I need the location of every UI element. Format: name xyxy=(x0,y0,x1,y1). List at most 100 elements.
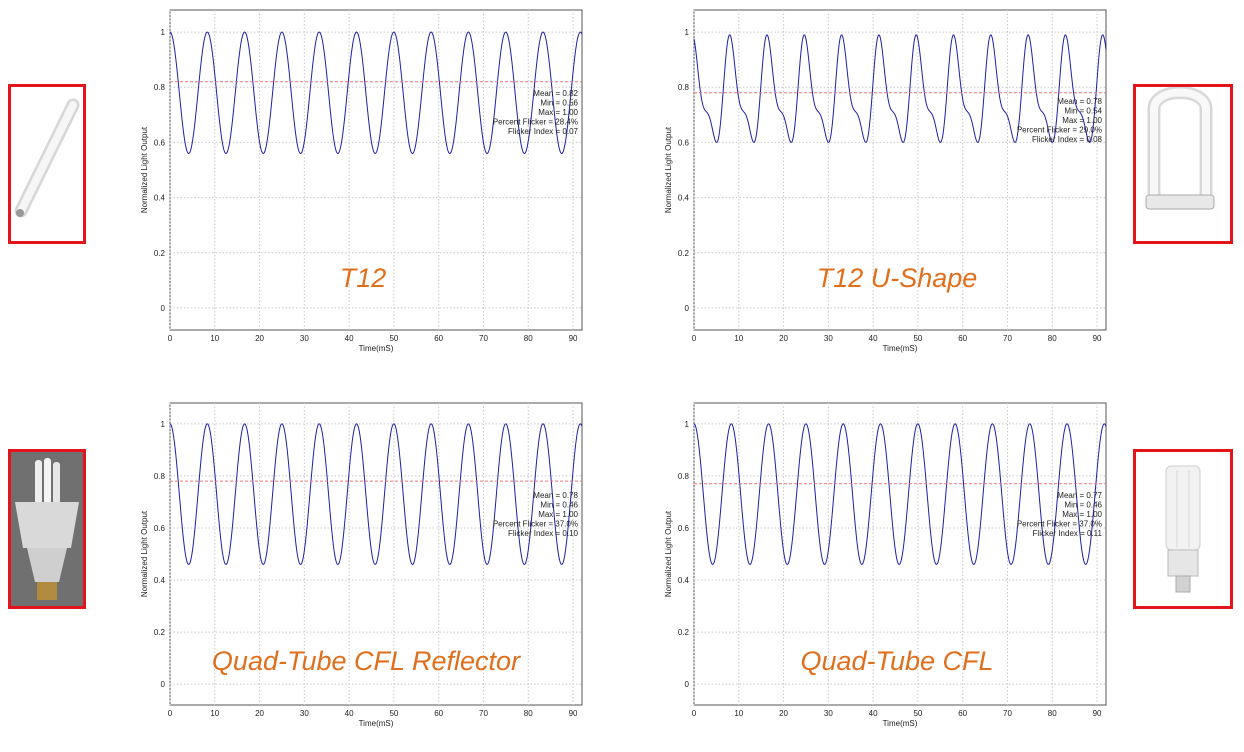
light-output-series xyxy=(169,31,583,154)
y-tick-label: 0 xyxy=(161,304,166,313)
y-axis-title: Normalized Light Output xyxy=(140,126,149,213)
stats-line: Flicker Index = 0.07 xyxy=(508,127,579,136)
stats-line: Percent Flicker = 28.4% xyxy=(493,118,578,127)
flicker-plot-3: 0 10 20 30 40 50 60 70 80 90 0 0.2 0.4 0.6 0.8 1 Time(mS… xyxy=(140,402,583,728)
lamp-caption: Quad-Tube CFL Reflector xyxy=(212,646,521,676)
x-tick-label: 50 xyxy=(389,709,398,718)
y-tick-label: 0.2 xyxy=(154,628,166,637)
y-tick-label: 0.4 xyxy=(678,194,690,203)
x-tick-label: 70 xyxy=(1003,709,1012,718)
x-tick-label: 50 xyxy=(389,334,398,343)
y-tick-label: 0.2 xyxy=(678,628,690,637)
y-axis-title: Normalized Light Output xyxy=(664,510,673,597)
x-tick-label: 80 xyxy=(1048,334,1057,343)
stats-line: Max = 1.00 xyxy=(538,510,578,519)
x-tick-label: 40 xyxy=(869,334,878,343)
y-axis-title: Normalized Light Output xyxy=(664,126,673,213)
y-tick-label: 0 xyxy=(685,680,690,689)
x-tick-label: 30 xyxy=(824,709,833,718)
x-tick-label: 60 xyxy=(434,709,443,718)
x-tick-label: 10 xyxy=(734,709,743,718)
x-tick-label: 80 xyxy=(524,709,533,718)
x-tick-label: 90 xyxy=(1093,709,1102,718)
stats-line: Mean = 0.78 xyxy=(533,491,578,500)
x-tick-label: 0 xyxy=(692,334,697,343)
t12-lamp-photo xyxy=(8,84,86,244)
x-tick-label: 40 xyxy=(869,709,878,718)
flicker-plot-4: 0 10 20 30 40 50 60 70 80 90 0 0.2 0.4 0.6 0.8 1 Time(mS… xyxy=(664,402,1107,728)
x-tick-label: 20 xyxy=(255,709,264,718)
x-tick-label: 30 xyxy=(300,709,309,718)
x-tick-label: 30 xyxy=(300,334,309,343)
x-tick-label: 70 xyxy=(479,334,488,343)
y-tick-label: 0 xyxy=(161,680,166,689)
x-tick-label: 50 xyxy=(913,709,922,718)
x-axis-title: Time(mS) xyxy=(359,719,394,728)
y-tick-label: 0.2 xyxy=(678,249,690,258)
y-tick-label: 0.8 xyxy=(154,83,166,92)
x-tick-label: 70 xyxy=(1003,334,1012,343)
x-tick-label: 80 xyxy=(524,334,533,343)
y-tick-label: 0 xyxy=(685,304,690,313)
x-tick-label: 0 xyxy=(168,709,173,718)
x-tick-label: 60 xyxy=(434,334,443,343)
stats-line: Mean = 0.77 xyxy=(1057,491,1102,500)
x-tick-label: 90 xyxy=(569,334,578,343)
y-tick-label: 0.8 xyxy=(678,83,690,92)
x-tick-label: 20 xyxy=(255,334,264,343)
y-tick-label: 1 xyxy=(685,420,690,429)
x-tick-label: 60 xyxy=(958,709,967,718)
flicker-plot-1: 0 10 20 30 40 50 60 70 80 90 0 0.2 0.4 0.6 0.8 1 Time(mS… xyxy=(140,9,583,353)
light-output-series xyxy=(169,423,583,565)
plug-in-cfl-lamp-icon xyxy=(1165,465,1201,593)
light-output-series xyxy=(693,34,1107,143)
x-tick-label: 10 xyxy=(734,334,743,343)
y-tick-label: 1 xyxy=(161,420,166,429)
x-axis-title: Time(mS) xyxy=(359,344,394,353)
y-tick-label: 0.8 xyxy=(154,472,166,481)
y-tick-label: 0.6 xyxy=(678,524,690,533)
y-tick-label: 0.4 xyxy=(154,194,166,203)
y-tick-label: 0.6 xyxy=(678,138,690,147)
t12-u-shape-lamp-photo xyxy=(1133,84,1233,244)
x-tick-label: 0 xyxy=(168,334,173,343)
x-tick-label: 40 xyxy=(345,709,354,718)
y-tick-label: 1 xyxy=(161,28,166,37)
x-tick-label: 50 xyxy=(913,334,922,343)
y-tick-label: 0.6 xyxy=(154,524,166,533)
stats-line: Flicker Index = 0.11 xyxy=(1033,529,1103,538)
cfl-reflector-lamp-photo xyxy=(8,449,86,609)
cfl-reflector-lamp-icon xyxy=(11,452,83,606)
stats-line: Percent Flicker = 37.0% xyxy=(1017,520,1102,529)
y-tick-label: 1 xyxy=(685,28,690,37)
x-tick-label: 10 xyxy=(210,709,219,718)
x-tick-label: 90 xyxy=(569,709,578,718)
x-tick-label: 30 xyxy=(824,334,833,343)
stats-line: Mean = 0.82 xyxy=(533,89,578,98)
stats-line: Mean = 0.78 xyxy=(1057,97,1102,106)
y-tick-label: 0.6 xyxy=(154,138,166,147)
lamp-caption: T12 xyxy=(340,263,387,293)
y-tick-label: 0.4 xyxy=(154,576,166,585)
lamp-caption: Quad-Tube CFL xyxy=(800,646,993,676)
stats-line: Max = 1.00 xyxy=(1062,116,1102,125)
y-axis-title: Normalized Light Output xyxy=(140,510,149,597)
x-tick-label: 40 xyxy=(345,334,354,343)
x-tick-label: 70 xyxy=(479,709,488,718)
stats-line: Min = 0.54 xyxy=(1064,107,1102,116)
x-tick-label: 20 xyxy=(779,709,788,718)
stats-line: Min = 0.56 xyxy=(540,99,578,108)
y-tick-label: 0.2 xyxy=(154,249,166,258)
straight-tube-lamp-icon xyxy=(14,98,80,218)
stats-line: Percent Flicker = 29.0% xyxy=(1017,126,1102,135)
flicker-plot-2: 0 10 20 30 40 50 60 70 80 90 0 0.2 0.4 0.6 0.8 1 Time(mS… xyxy=(664,9,1107,353)
stats-line: Max = 1.00 xyxy=(1062,510,1102,519)
u-tube-lamp-icon xyxy=(1145,86,1215,210)
stats-line: Min = 0.46 xyxy=(540,501,578,510)
y-tick-label: 0.8 xyxy=(678,472,690,481)
x-tick-label: 80 xyxy=(1048,709,1057,718)
plug-in-cfl-lamp-photo xyxy=(1133,449,1233,609)
light-output-series xyxy=(693,423,1107,565)
x-tick-label: 90 xyxy=(1093,334,1102,343)
